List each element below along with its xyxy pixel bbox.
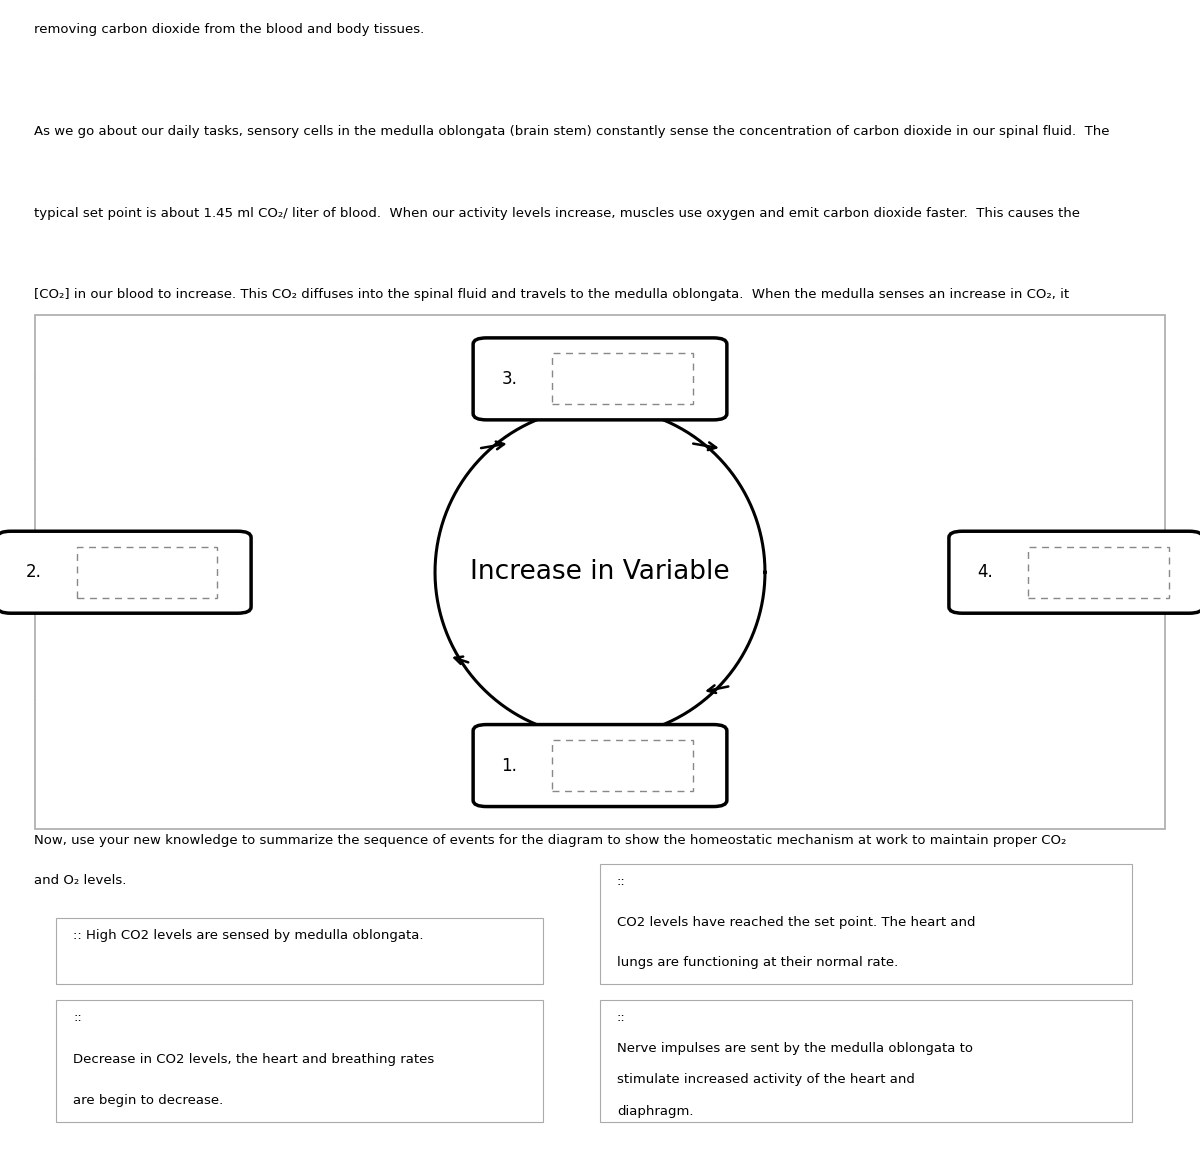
FancyBboxPatch shape bbox=[56, 1000, 544, 1122]
Text: faster to go back to the lungs and get oxygen from the lungs to the tissues fast: faster to go back to the lungs and get o… bbox=[34, 532, 1110, 546]
Text: 3.: 3. bbox=[502, 370, 517, 388]
Text: 4.: 4. bbox=[977, 563, 992, 581]
Text: blood decreases.  As the [CO₂] decreases in the blood, less will diffuse into th: blood decreases. As the [CO₂] decreases … bbox=[34, 614, 1073, 627]
FancyBboxPatch shape bbox=[949, 532, 1200, 613]
Text: lungs are functioning at their normal rate.: lungs are functioning at their normal ra… bbox=[617, 956, 899, 969]
Text: Decrease in CO2 levels, the heart and breathing rates: Decrease in CO2 levels, the heart and br… bbox=[73, 1053, 434, 1066]
Text: [CO₂] in our blood to increase. This CO₂ diffuses into the spinal fluid and trav: [CO₂] in our blood to increase. This CO₂… bbox=[34, 288, 1069, 301]
Text: diaphragm.: diaphragm. bbox=[617, 1105, 694, 1118]
Text: CO2 levels have reached the set point. The heart and: CO2 levels have reached the set point. T… bbox=[617, 916, 976, 928]
Text: 1.: 1. bbox=[502, 756, 517, 775]
Text: typical set point is about 1.45 ml CO₂/ liter of blood.  When our activity level: typical set point is about 1.45 ml CO₂/ … bbox=[34, 207, 1080, 220]
Text: removing carbon dioxide from the blood and body tissues.: removing carbon dioxide from the blood a… bbox=[34, 23, 424, 37]
FancyBboxPatch shape bbox=[473, 338, 727, 420]
FancyBboxPatch shape bbox=[473, 725, 727, 807]
Text: 2.: 2. bbox=[25, 563, 42, 581]
Text: ::: :: bbox=[617, 875, 625, 888]
Text: Nerve impulses are sent by the medulla oblongata to: Nerve impulses are sent by the medulla o… bbox=[617, 1043, 973, 1055]
Text: Increase in Variable: Increase in Variable bbox=[470, 560, 730, 585]
FancyBboxPatch shape bbox=[600, 1000, 1133, 1122]
Text: are begin to decrease.: are begin to decrease. bbox=[73, 1095, 223, 1107]
Text: sends nerve impulses to the diaphragm, causing it to contract more deeply and mo: sends nerve impulses to the diaphragm, c… bbox=[34, 370, 1112, 383]
Text: Now, use your new knowledge to summarize the sequence of events for the diagram : Now, use your new knowledge to summarize… bbox=[34, 833, 1066, 846]
Text: ::: :: bbox=[617, 1012, 625, 1024]
FancyBboxPatch shape bbox=[600, 865, 1133, 984]
Text: ::: :: bbox=[73, 1012, 82, 1024]
FancyBboxPatch shape bbox=[35, 314, 1165, 830]
Text: stimulate increased activity of the heart and: stimulate increased activity of the hear… bbox=[617, 1074, 914, 1087]
FancyBboxPatch shape bbox=[0, 532, 251, 613]
FancyBboxPatch shape bbox=[56, 918, 544, 984]
Text: at a faster rate.  At the same time, impulses are sent to the heart’s pacemaker : at a faster rate. At the same time, impu… bbox=[34, 451, 1106, 464]
Text: sending signals that speed the breathing and heart rates.: sending signals that speed the breathing… bbox=[34, 695, 420, 707]
Text: :: High CO2 levels are sensed by medulla oblongata.: :: High CO2 levels are sensed by medulla… bbox=[73, 929, 424, 942]
Text: As we go about our daily tasks, sensory cells in the medulla oblongata (brain st: As we go about our daily tasks, sensory … bbox=[34, 125, 1109, 139]
Text: and O₂ levels.: and O₂ levels. bbox=[34, 874, 126, 887]
